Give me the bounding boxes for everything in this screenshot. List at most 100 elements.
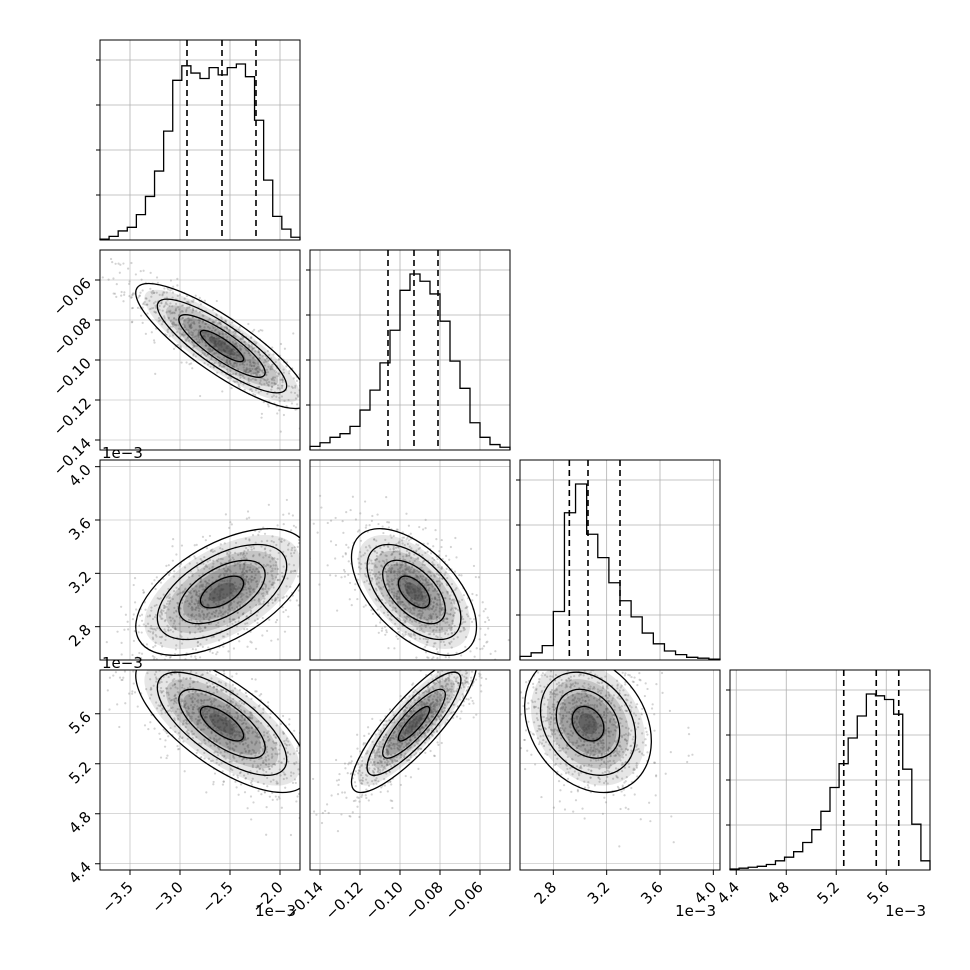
scatter-point xyxy=(212,597,216,600)
scatter-point xyxy=(160,323,164,326)
scatter-point xyxy=(276,573,279,576)
scatter-point xyxy=(127,692,131,695)
scatter-point xyxy=(423,599,426,603)
scatter-point xyxy=(283,742,287,745)
scatter-point xyxy=(348,598,351,601)
scatter-point xyxy=(267,503,270,506)
scatter-point xyxy=(243,791,247,794)
scatter-point xyxy=(233,581,236,584)
scatter-point xyxy=(241,553,244,556)
scatter-point xyxy=(150,582,154,585)
scatter-point xyxy=(212,635,216,638)
scatter-point xyxy=(242,703,246,706)
scatter-point xyxy=(461,657,463,659)
scatter-point xyxy=(387,569,390,572)
scatter-point xyxy=(196,721,199,724)
scatter-point xyxy=(334,543,338,547)
scatter-point xyxy=(256,585,259,588)
scatter-point xyxy=(280,384,284,387)
scatter-point xyxy=(279,378,282,381)
scatter-point xyxy=(252,588,255,591)
scatter-point xyxy=(326,521,329,525)
scatter-point xyxy=(180,737,184,740)
scatter-point xyxy=(475,647,478,650)
scatter-point xyxy=(341,555,344,558)
scatter-point xyxy=(163,604,166,608)
scatter-point xyxy=(452,637,455,641)
scatter-point xyxy=(418,613,421,616)
scatter-point xyxy=(214,342,217,345)
scatter-point xyxy=(290,555,293,558)
scatter-point xyxy=(365,524,368,527)
scatter-point xyxy=(249,369,253,372)
scatter-point xyxy=(230,720,233,723)
scatter-point xyxy=(428,614,431,617)
scatter-point xyxy=(351,811,354,814)
scatter-point xyxy=(213,321,216,324)
scatter-point xyxy=(209,744,212,747)
scatter-point xyxy=(196,640,200,644)
scatter-point xyxy=(371,612,375,615)
scatter-point xyxy=(396,727,399,730)
scatter-point xyxy=(186,687,189,690)
scatter-point xyxy=(453,570,457,573)
scatter-point xyxy=(233,757,236,760)
scatter-point xyxy=(293,763,296,766)
panel-frame xyxy=(729,669,931,871)
scatter-point xyxy=(150,609,153,612)
scatter-point xyxy=(181,723,184,726)
scatter-point xyxy=(359,750,362,753)
scatter-point xyxy=(414,637,417,640)
density-shade xyxy=(165,305,279,387)
scatter-point xyxy=(413,597,417,600)
scatter-point xyxy=(198,325,201,328)
scatter-point xyxy=(191,708,195,711)
scatter-point xyxy=(290,402,294,405)
scatter-point xyxy=(212,686,216,689)
scatter-point xyxy=(384,570,388,573)
scatter-point xyxy=(232,330,235,333)
scatter-point xyxy=(398,571,402,574)
scatter-point xyxy=(223,569,227,572)
scatter-point xyxy=(228,712,232,715)
scatter-point xyxy=(232,697,235,701)
scatter-point xyxy=(240,702,244,705)
scatter-point xyxy=(385,570,388,574)
scatter-point xyxy=(414,736,417,739)
scatter-point xyxy=(213,704,216,708)
scatter-point xyxy=(450,632,453,635)
scatter-point xyxy=(403,718,406,722)
scatter-point xyxy=(292,752,296,755)
scatter-point xyxy=(441,606,444,610)
scatter-point xyxy=(217,342,220,345)
scatter-point xyxy=(232,756,235,759)
scatter-point xyxy=(223,756,226,759)
scatter-point xyxy=(267,564,270,567)
scatter-point xyxy=(247,726,250,729)
scatter-point xyxy=(235,590,238,593)
scatter-point xyxy=(386,521,389,524)
scatter-point xyxy=(450,640,453,643)
scatter-point xyxy=(164,301,168,304)
scatter-point xyxy=(241,613,244,616)
scatter-point xyxy=(256,617,259,621)
scatter-point xyxy=(167,564,170,567)
scatter-point xyxy=(276,384,280,387)
scatter-point xyxy=(244,370,247,374)
scatter-point xyxy=(396,590,399,593)
scatter-point xyxy=(275,741,278,744)
scatter-point xyxy=(226,551,229,555)
scatter-point xyxy=(235,672,238,675)
scatter-point xyxy=(271,557,274,560)
scatter-point xyxy=(138,651,141,655)
scatter-point xyxy=(186,337,189,340)
scatter-point xyxy=(375,589,378,592)
scatter-point xyxy=(158,293,161,296)
scatter-point xyxy=(228,719,231,722)
scatter-point xyxy=(441,591,444,594)
scatter-point xyxy=(203,707,206,710)
scatter-point xyxy=(267,383,270,386)
scatter-point xyxy=(453,611,456,614)
scatter-point xyxy=(198,310,202,314)
scatter-point xyxy=(377,522,380,526)
